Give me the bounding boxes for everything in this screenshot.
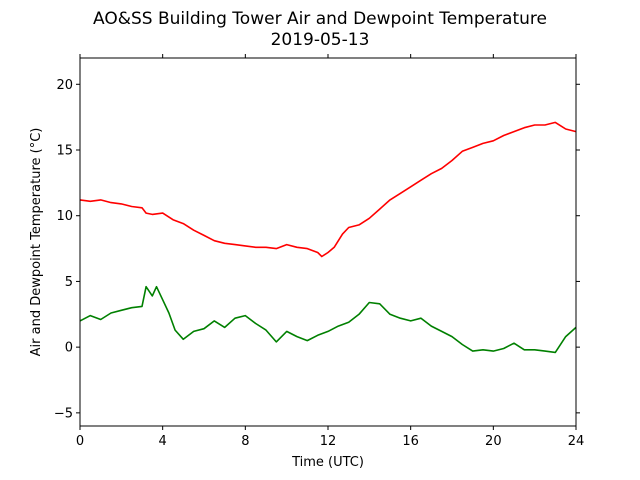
y-axis-label: Air and Dewpoint Temperature (°C)	[29, 128, 44, 357]
y-tick-label: 0	[65, 341, 73, 356]
y-tick-label: 5	[65, 275, 73, 290]
x-tick-label: 16	[402, 434, 419, 449]
y-tick-label: −5	[54, 406, 73, 421]
series-line-1	[79, 285, 577, 354]
x-tick-label: 0	[76, 434, 84, 449]
y-tick-label: 15	[56, 144, 73, 159]
plot-frame	[79, 57, 577, 427]
y-tick-label: 20	[56, 78, 73, 93]
x-tick-label: 8	[241, 434, 249, 449]
y-tick-label: 10	[56, 209, 73, 224]
x-tick-label: 12	[320, 434, 337, 449]
x-axis-label: Time (UTC)	[291, 455, 364, 470]
series-line-0	[79, 121, 577, 258]
chart-subtitle: 2019-05-13	[271, 30, 370, 50]
x-tick-label: 24	[568, 434, 585, 449]
plot-lines	[79, 121, 577, 354]
x-tick-label: 4	[159, 434, 167, 449]
x-tick-label: 20	[485, 434, 502, 449]
chart-title: AO&SS Building Tower Air and Dewpoint Te…	[93, 9, 547, 29]
